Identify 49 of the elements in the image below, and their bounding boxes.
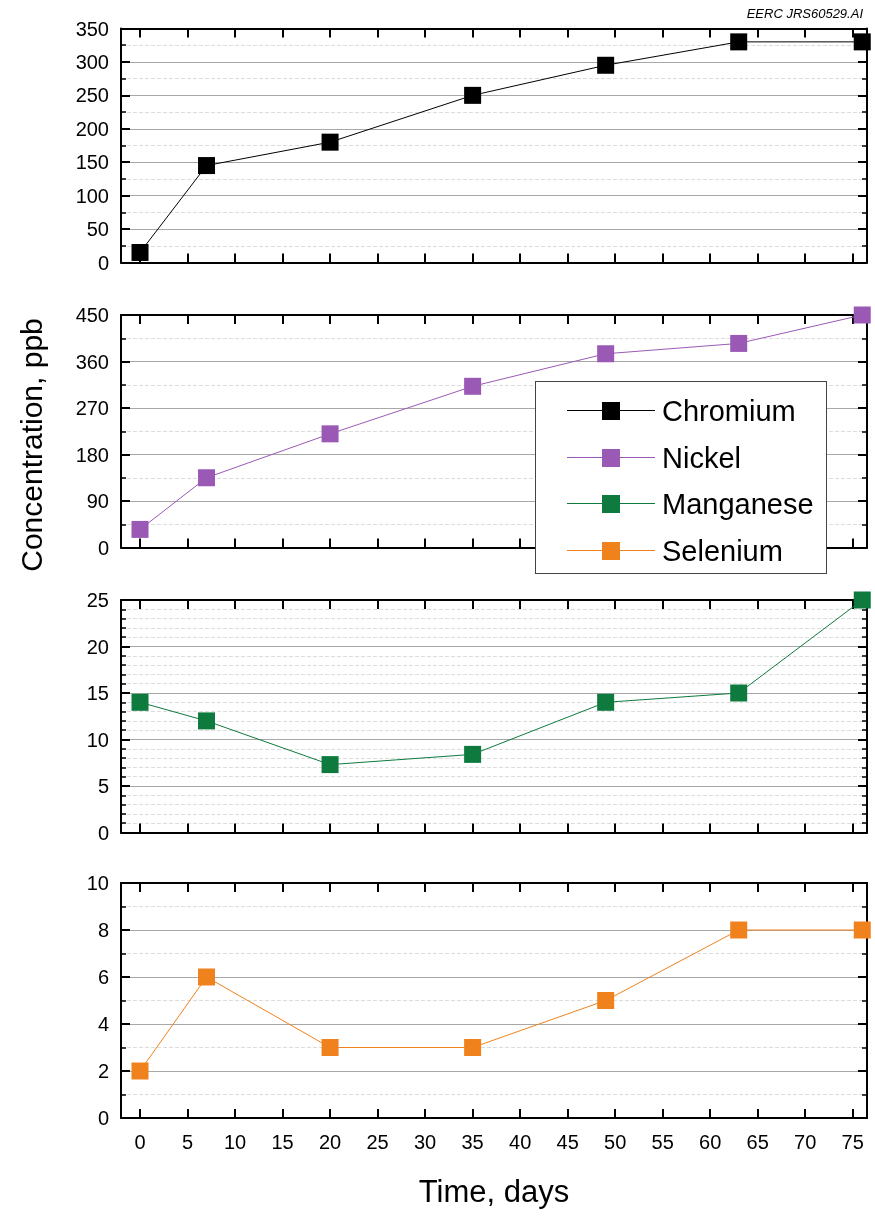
x-tick-label: 0 <box>134 1131 146 1153</box>
y-tick-label: 10 <box>86 728 109 751</box>
legend-label: Manganese <box>662 487 814 522</box>
y-tick-label: 10 <box>86 872 109 894</box>
y-tick-label: 25 <box>86 589 109 611</box>
y-tick-label: 300 <box>75 50 109 73</box>
y-tick-label: 150 <box>75 151 109 174</box>
x-tick-label: 30 <box>413 1131 437 1153</box>
x-tick-label: 5 <box>181 1131 194 1153</box>
x-tick-label: 40 <box>509 1131 532 1153</box>
legend-label: Chromium <box>662 394 796 429</box>
x-tick-label: 10 <box>223 1131 247 1153</box>
y-tick-label: 8 <box>97 919 109 941</box>
legend-label: Selenium <box>662 533 783 569</box>
legend-label: Nickel <box>662 440 741 476</box>
y-tick-label: 100 <box>75 184 109 207</box>
y-tick-label: 180 <box>75 443 109 466</box>
y-tick-label: 6 <box>97 966 109 988</box>
x-tick-label: 15 <box>271 1131 294 1153</box>
y-tick-label: 250 <box>75 84 109 107</box>
y-axis-title: Concentration, ppb <box>15 318 49 572</box>
y-tick-label: 4 <box>97 1013 109 1035</box>
y-tick-label: 270 <box>75 397 109 419</box>
y-tick-label: 0 <box>97 1107 109 1129</box>
x-tick-label: 45 <box>556 1131 579 1153</box>
x-tick-label: 20 <box>318 1131 342 1153</box>
x-tick-label: 35 <box>461 1131 484 1153</box>
y-tick-label: 20 <box>86 635 109 658</box>
y-tick-label: 90 <box>86 490 109 512</box>
y-tick-label: 2 <box>97 1060 109 1082</box>
y-tick-label: 15 <box>86 682 109 704</box>
x-tick-label: 25 <box>366 1131 389 1153</box>
y-tick-label: 5 <box>97 775 109 797</box>
x-axis-title: Time, days <box>418 1174 570 1209</box>
x-tick-label: 50 <box>604 1131 627 1153</box>
y-tick-label: 450 <box>75 304 109 326</box>
y-tick-label: 0 <box>97 251 109 274</box>
x-tick-label: 65 <box>746 1131 769 1153</box>
y-tick-label: 350 <box>75 17 109 40</box>
y-tick-label: 360 <box>75 350 109 373</box>
y-tick-label: 200 <box>75 117 109 140</box>
y-tick-label: 0 <box>97 821 109 844</box>
y-tick-label: 0 <box>97 536 109 559</box>
x-tick-label: 55 <box>651 1131 674 1153</box>
text: EERC JRS60529.AI <box>746 6 863 21</box>
y-tick-label: 50 <box>86 218 109 241</box>
x-tick-label: 60 <box>699 1131 722 1153</box>
x-tick-label: 70 <box>794 1131 817 1153</box>
x-tick-label: 75 <box>841 1131 864 1153</box>
